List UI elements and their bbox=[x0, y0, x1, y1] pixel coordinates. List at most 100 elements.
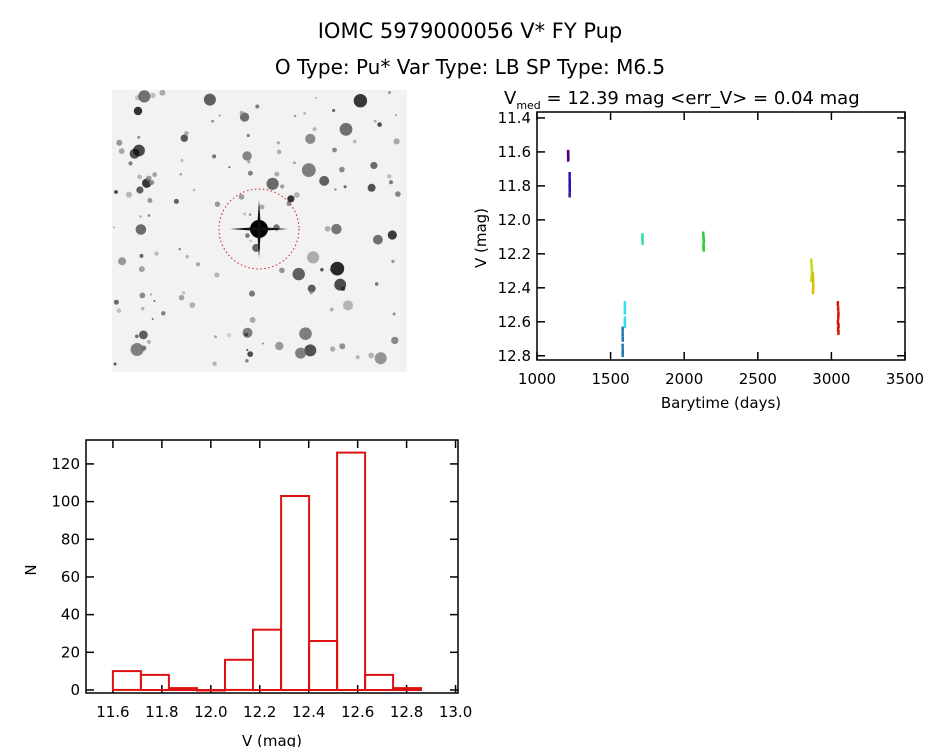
star bbox=[245, 359, 249, 363]
title-rest: = 12.39 mag <err_V> = 0.04 mag bbox=[541, 88, 860, 109]
lc-xtick-label: 2500 bbox=[739, 370, 777, 388]
star bbox=[373, 119, 377, 123]
star bbox=[135, 224, 147, 235]
star bbox=[130, 343, 144, 356]
hist-ytick-label: 40 bbox=[61, 606, 80, 624]
star bbox=[367, 183, 376, 192]
star bbox=[203, 93, 216, 106]
data-point bbox=[702, 238, 706, 244]
star bbox=[387, 90, 392, 95]
figure-subtitle: O Type: Pu* Var Type: LB SP Type: M6.5 bbox=[275, 55, 665, 79]
star bbox=[192, 188, 196, 192]
data-point bbox=[812, 285, 815, 291]
star bbox=[334, 278, 347, 291]
star bbox=[249, 290, 255, 297]
data-point bbox=[623, 319, 627, 325]
data-point bbox=[641, 236, 644, 242]
star bbox=[307, 251, 320, 264]
star bbox=[139, 253, 144, 258]
histogram-bar bbox=[111, 670, 142, 691]
data-point bbox=[568, 192, 571, 198]
star bbox=[393, 138, 400, 145]
data-point bbox=[810, 277, 813, 283]
star bbox=[196, 262, 200, 267]
title-subscript: med bbox=[516, 99, 540, 112]
hist-ytick-label: 20 bbox=[61, 643, 80, 661]
star bbox=[139, 215, 142, 218]
star bbox=[245, 233, 250, 238]
target-circle bbox=[218, 188, 300, 270]
data-point bbox=[623, 323, 627, 329]
data-point bbox=[623, 309, 627, 315]
star bbox=[395, 191, 401, 197]
data-point bbox=[621, 348, 624, 354]
data-point bbox=[837, 330, 840, 335]
star bbox=[353, 139, 357, 144]
light-curve-ylabel: V (mag) bbox=[472, 208, 490, 268]
hist-ytick-label: 60 bbox=[61, 568, 80, 586]
star bbox=[293, 192, 300, 198]
star bbox=[274, 171, 280, 177]
star bbox=[389, 180, 393, 185]
data-point bbox=[641, 239, 644, 245]
star bbox=[309, 291, 313, 295]
hist-xtick-label: 11.8 bbox=[145, 703, 178, 721]
data-point bbox=[810, 258, 813, 264]
hist-ytick-label: 0 bbox=[70, 681, 80, 699]
star bbox=[280, 184, 285, 189]
star bbox=[319, 175, 330, 186]
histogram-ylabel: N bbox=[22, 564, 40, 575]
star bbox=[128, 161, 133, 166]
star bbox=[255, 104, 260, 109]
star bbox=[149, 293, 152, 296]
star bbox=[355, 355, 360, 360]
lc-xtick-label: 1500 bbox=[592, 370, 630, 388]
star bbox=[214, 272, 220, 278]
star bbox=[214, 201, 221, 207]
star bbox=[286, 201, 292, 206]
hist-xtick-label: 13.0 bbox=[439, 703, 472, 721]
star bbox=[238, 194, 245, 200]
lc-xtick-label: 3000 bbox=[812, 370, 850, 388]
star bbox=[147, 198, 153, 203]
star bbox=[374, 282, 379, 286]
star bbox=[138, 266, 145, 273]
histogram-bar bbox=[196, 689, 226, 692]
hist-xtick-label: 11.6 bbox=[96, 703, 129, 721]
star bbox=[295, 347, 307, 359]
star bbox=[150, 92, 156, 99]
star bbox=[394, 114, 398, 117]
data-point bbox=[836, 326, 840, 332]
hist-xtick-label: 12.4 bbox=[292, 703, 325, 721]
star bbox=[140, 306, 145, 311]
star bbox=[152, 172, 158, 178]
star bbox=[303, 111, 307, 115]
star bbox=[391, 259, 395, 264]
data-point bbox=[836, 306, 840, 312]
data-point bbox=[837, 314, 840, 320]
star bbox=[139, 292, 146, 299]
data-point bbox=[810, 263, 813, 269]
star bbox=[312, 127, 317, 132]
star bbox=[247, 351, 254, 357]
star bbox=[330, 261, 345, 276]
title-v: V bbox=[504, 88, 517, 109]
star bbox=[314, 96, 317, 99]
hist-ytick-label: 100 bbox=[51, 493, 80, 511]
star bbox=[137, 135, 141, 139]
star bbox=[343, 300, 353, 311]
data-point bbox=[568, 187, 571, 193]
star bbox=[116, 139, 123, 146]
star bbox=[353, 94, 368, 108]
star bbox=[370, 161, 378, 170]
data-point bbox=[702, 241, 705, 247]
histogram-plot: V (mag) N 11.6 11.8 12.0 12.2 12.4 12.6 12.8 13… bbox=[22, 439, 472, 747]
star bbox=[261, 342, 264, 345]
star bbox=[279, 267, 285, 274]
star bbox=[214, 335, 217, 339]
figure-title: IOMC 5979000056 V* FY Pup bbox=[318, 19, 623, 43]
data-point bbox=[623, 301, 627, 307]
star bbox=[329, 307, 334, 312]
data-point bbox=[621, 331, 624, 337]
